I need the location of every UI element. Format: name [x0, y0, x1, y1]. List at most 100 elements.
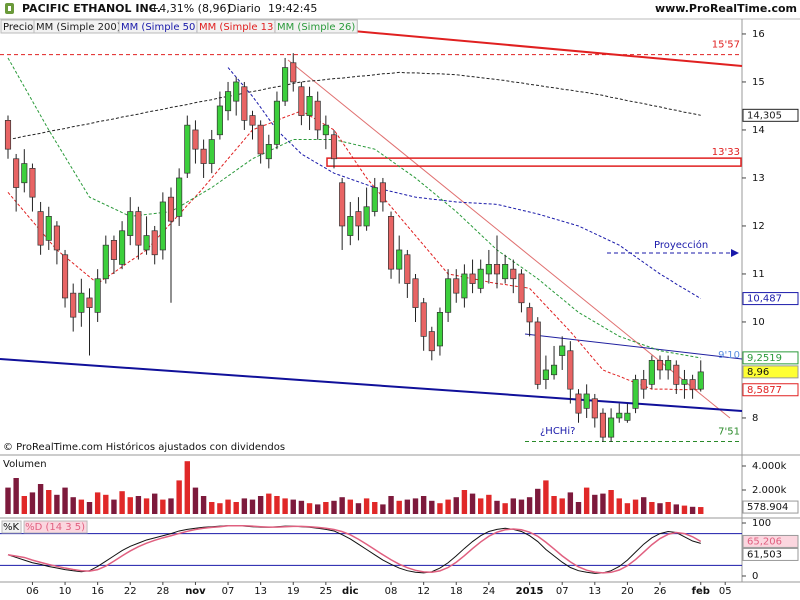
volume-bar: [494, 500, 500, 514]
volume-bar: [608, 490, 614, 514]
candle-body: [445, 278, 452, 313]
volume-bar: [429, 500, 435, 514]
panel-title: Volumen: [3, 459, 47, 470]
candle-body: [4, 120, 12, 150]
legend-label: %K: [3, 522, 20, 533]
trendline: [0, 358, 743, 412]
candle-body: [53, 225, 60, 251]
candle-body: [502, 264, 509, 280]
volume-bar: [412, 498, 419, 514]
volume-bar: [396, 500, 402, 514]
value-label: 8,96: [747, 367, 769, 378]
legend-label: MM (Simple 200): [36, 22, 121, 33]
footnote: © ProRealTime.com Históricos ajustados c…: [3, 441, 285, 453]
x-tick-label: 24: [482, 586, 495, 597]
volume-bar: [192, 487, 199, 514]
candle-body: [526, 307, 533, 323]
candle-body: [477, 268, 484, 289]
legend-label: %D (14 3 5): [25, 522, 85, 533]
candle-body: [436, 312, 444, 347]
time: 19:42:45: [268, 2, 317, 15]
moving-average: [7, 71, 701, 141]
candle-body: [518, 273, 525, 304]
candle-body: [208, 139, 215, 164]
candle-body: [420, 302, 427, 337]
volume-bar: [518, 499, 525, 514]
volume-bar: [46, 490, 52, 514]
candle-body: [559, 345, 566, 356]
candle-body: [61, 254, 69, 299]
level-label: 15'57: [712, 40, 740, 51]
candle-body: [21, 163, 28, 184]
x-tick-label: 07: [222, 586, 235, 597]
level-label: 7'51: [718, 426, 740, 437]
volume-bar: [641, 497, 647, 514]
volume-bar: [315, 504, 321, 514]
candle-body: [656, 360, 664, 371]
arrow-head: [731, 249, 739, 257]
candle-body: [241, 86, 248, 121]
candle-body: [624, 412, 631, 421]
candle-body: [282, 67, 289, 102]
volume-bar: [478, 498, 484, 514]
volume-bar: [673, 504, 679, 514]
candle-body: [151, 230, 158, 256]
candle-body: [640, 379, 647, 390]
candle-body: [119, 230, 126, 265]
volume-bar: [70, 497, 76, 514]
change: +4,31% (8,96): [150, 2, 231, 15]
candle-body: [216, 105, 223, 136]
volume-bar: [331, 500, 337, 514]
volume-bar: [681, 505, 688, 514]
candle-body: [404, 254, 411, 284]
value-label-box: [742, 547, 799, 561]
value-label: 65,206: [747, 536, 782, 547]
symbol: PACIFIC ETHANOL INC.: [22, 2, 161, 15]
volume-bar: [274, 496, 280, 514]
candle-body: [388, 216, 395, 270]
volume-bar: [486, 494, 492, 514]
volume-bar: [551, 496, 557, 514]
volume-bar: [363, 498, 370, 514]
legend-label: Precio: [3, 22, 33, 33]
volume-bar: [510, 498, 516, 514]
y-tick-label: 13: [752, 173, 765, 184]
volume-bar: [600, 493, 606, 514]
value-label: 9,2519: [747, 353, 782, 364]
volume-bar: [347, 499, 353, 514]
legend-label: MM (Simple 50): [121, 22, 199, 33]
candle-body: [339, 182, 346, 227]
x-tick-label: 12: [417, 586, 430, 597]
volume-bar: [624, 503, 631, 514]
volume-bar: [388, 496, 394, 514]
value-label: 14,305: [747, 110, 782, 121]
candle-body: [697, 371, 704, 390]
volume-bar: [143, 498, 150, 514]
legend-box: [1, 520, 22, 534]
candle-body: [616, 412, 623, 419]
moving-average: [227, 67, 702, 300]
value-label-box: [742, 108, 799, 122]
candle-body: [184, 124, 191, 174]
y-tick-label: 4.000k: [752, 461, 787, 472]
volume-bar: [29, 492, 36, 514]
candle-body: [485, 264, 492, 275]
site: www.ProRealTime.com: [655, 2, 797, 15]
volume-bar: [135, 496, 142, 514]
candle-body: [135, 211, 142, 246]
moving-average: [7, 110, 701, 391]
value-label-box: [742, 351, 799, 365]
candle-body: [29, 168, 36, 198]
volume-bar: [103, 494, 109, 514]
volume-bar: [453, 497, 459, 514]
volume-bar: [698, 507, 704, 514]
y-tick-label: 12: [752, 221, 765, 232]
volume-bar: [282, 498, 288, 514]
x-tick-label: 20: [621, 586, 634, 597]
volume-bar: [559, 498, 565, 514]
oscillator-line: [7, 525, 702, 574]
candle-body: [469, 273, 476, 284]
legend-box: [274, 19, 358, 34]
value-label-box: [742, 365, 799, 379]
